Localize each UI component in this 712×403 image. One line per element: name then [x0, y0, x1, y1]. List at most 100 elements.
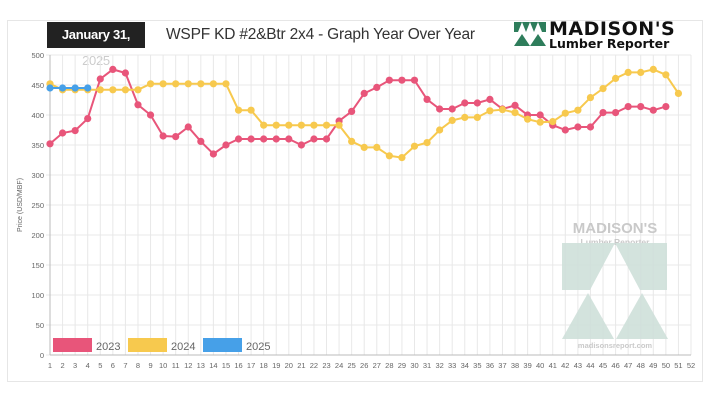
data-point	[511, 101, 519, 109]
data-point	[71, 84, 79, 92]
x-tick-label: 27	[373, 361, 381, 370]
watermark-url: madisonsreport.com	[578, 341, 653, 350]
data-point	[172, 80, 180, 88]
data-point	[146, 111, 155, 119]
data-point	[84, 115, 92, 123]
data-point	[247, 135, 255, 143]
y-tick-label: 0	[40, 351, 44, 360]
x-tick-label: 52	[687, 361, 695, 370]
x-tick-label: 4	[86, 361, 90, 370]
x-tick-label: 2	[60, 361, 64, 370]
data-point	[46, 140, 54, 148]
data-point	[322, 121, 331, 129]
data-point	[96, 86, 104, 94]
data-point	[662, 103, 670, 111]
x-tick-label: 24	[335, 361, 343, 370]
data-point	[297, 141, 305, 149]
data-point	[410, 142, 419, 150]
data-point	[197, 80, 205, 88]
x-tick-label: 35	[473, 361, 481, 370]
y-tick-label: 400	[31, 111, 44, 120]
x-tick-label: 46	[611, 361, 619, 370]
x-tick-label: 5	[98, 361, 102, 370]
x-tick-label: 12	[184, 361, 192, 370]
data-point	[561, 126, 569, 134]
data-point	[448, 116, 456, 124]
data-point	[234, 106, 243, 114]
watermark-logo: MADISON'S Lumber Reporter madisonsreport…	[562, 220, 668, 350]
x-tick-label: 28	[385, 361, 393, 370]
y-tick-label: 50	[36, 321, 44, 330]
data-point	[436, 105, 444, 113]
x-tick-label: 44	[586, 361, 594, 370]
data-point	[624, 68, 632, 76]
data-point	[109, 65, 117, 73]
data-point	[436, 126, 444, 134]
x-tick-label: 38	[511, 361, 519, 370]
data-point	[486, 95, 494, 103]
x-tick-label: 15	[222, 361, 230, 370]
data-point	[96, 75, 104, 83]
x-tick-label: 31	[423, 361, 431, 370]
x-tick-label: 45	[599, 361, 607, 370]
data-point	[536, 111, 544, 119]
legend-swatch-2025	[203, 338, 242, 352]
data-point	[172, 133, 180, 141]
data-point	[536, 118, 544, 126]
x-tick-label: 41	[549, 361, 557, 370]
data-point	[385, 152, 393, 160]
data-point	[498, 106, 507, 114]
data-point	[574, 123, 582, 131]
data-point	[586, 123, 595, 131]
legend-swatch-2023	[53, 338, 92, 352]
y-tick-label: 200	[31, 231, 44, 240]
data-point	[624, 103, 632, 111]
data-point	[184, 80, 192, 88]
data-point	[461, 99, 469, 107]
data-point	[385, 76, 393, 84]
x-tick-label: 20	[285, 361, 293, 370]
y-tick-label: 300	[31, 171, 44, 180]
data-point	[423, 139, 431, 147]
x-tick-label: 39	[523, 361, 531, 370]
x-tick-label: 8	[136, 361, 140, 370]
data-point	[285, 121, 293, 129]
data-point	[209, 80, 217, 88]
x-tick-label: 23	[322, 361, 330, 370]
logo-line2: Lumber Reporter	[549, 36, 670, 51]
date-year: 2025	[82, 53, 110, 68]
data-point	[549, 118, 557, 126]
data-point	[247, 106, 255, 114]
data-point	[473, 113, 481, 121]
data-point	[159, 132, 167, 140]
data-point	[58, 84, 67, 92]
x-tick-label: 17	[247, 361, 255, 370]
x-tick-label: 25	[347, 361, 355, 370]
x-tick-label: 43	[574, 361, 582, 370]
x-tick-label: 32	[435, 361, 443, 370]
x-tick-label: 14	[209, 361, 217, 370]
x-tick-label: 29	[398, 361, 406, 370]
data-point	[322, 135, 331, 143]
data-point	[222, 141, 230, 149]
data-point	[272, 135, 280, 143]
data-point	[561, 109, 569, 117]
data-point	[649, 106, 657, 114]
data-point	[360, 89, 368, 97]
data-point	[611, 74, 620, 82]
x-tick-label: 16	[234, 361, 242, 370]
data-point	[649, 65, 657, 73]
x-tick-label: 50	[662, 361, 670, 370]
x-tick-label: 33	[448, 361, 456, 370]
x-tick-label: 49	[649, 361, 657, 370]
data-point	[46, 84, 54, 92]
data-point	[461, 113, 469, 121]
x-tick-label: 37	[498, 361, 506, 370]
data-point	[373, 143, 381, 151]
data-point	[222, 80, 230, 88]
data-point	[398, 76, 406, 84]
date-badge: January 31, 2025	[47, 22, 145, 68]
y-tick-label: 350	[31, 141, 44, 150]
x-tick-label: 13	[197, 361, 205, 370]
x-tick-label: 6	[111, 361, 115, 370]
